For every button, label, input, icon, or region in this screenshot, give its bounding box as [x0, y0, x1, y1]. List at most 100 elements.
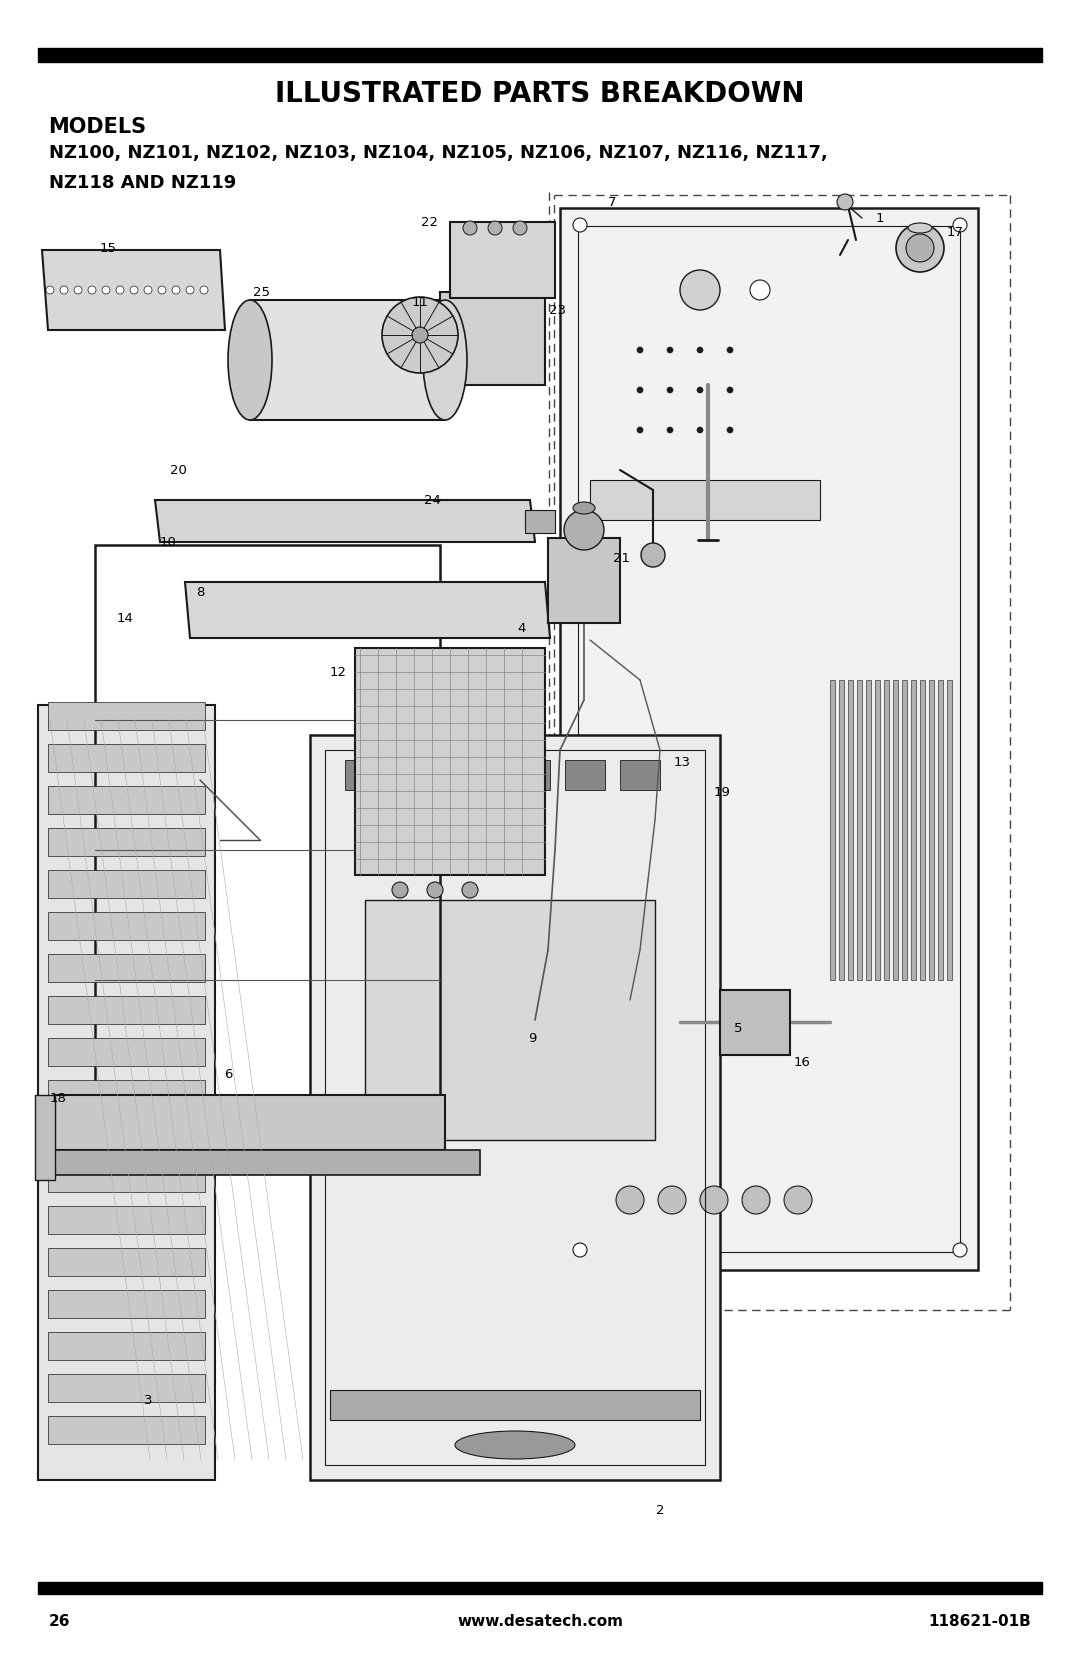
Polygon shape [48, 1374, 205, 1402]
Polygon shape [561, 209, 978, 1270]
Polygon shape [249, 300, 445, 421]
Polygon shape [548, 537, 620, 623]
Polygon shape [929, 679, 934, 980]
Text: 14: 14 [117, 611, 134, 624]
Text: 17: 17 [946, 225, 963, 239]
Text: NZ118 AND NZ119: NZ118 AND NZ119 [49, 174, 235, 192]
Polygon shape [156, 501, 535, 542]
Text: 26: 26 [49, 1614, 70, 1629]
Text: 118621-01B: 118621-01B [929, 1614, 1031, 1629]
Text: 20: 20 [170, 464, 187, 477]
Polygon shape [330, 1390, 700, 1420]
Polygon shape [48, 1080, 205, 1108]
Polygon shape [38, 704, 215, 1480]
Text: 9: 9 [528, 1031, 536, 1045]
Text: 22: 22 [421, 215, 438, 229]
Text: 4: 4 [517, 621, 526, 634]
Circle shape [116, 285, 124, 294]
Circle shape [200, 285, 208, 294]
Polygon shape [839, 679, 843, 980]
Circle shape [667, 387, 673, 392]
Circle shape [784, 1187, 812, 1213]
Polygon shape [310, 734, 720, 1480]
Circle shape [837, 194, 853, 210]
Circle shape [463, 220, 477, 235]
Text: 12: 12 [329, 666, 347, 679]
Text: 6: 6 [224, 1068, 232, 1082]
Circle shape [392, 881, 408, 898]
Polygon shape [48, 828, 205, 856]
Bar [38, 1582, 1042, 1594]
Circle shape [573, 1243, 588, 1257]
Text: NZ100, NZ101, NZ102, NZ103, NZ104, NZ105, NZ106, NZ107, NZ116, NZ117,: NZ100, NZ101, NZ102, NZ103, NZ104, NZ105… [49, 144, 827, 162]
Circle shape [382, 297, 458, 372]
Ellipse shape [573, 502, 595, 514]
Circle shape [158, 285, 166, 294]
Circle shape [637, 347, 643, 354]
Circle shape [130, 285, 138, 294]
Polygon shape [858, 679, 862, 980]
Text: ILLUSTRATED PARTS BREAKDOWN: ILLUSTRATED PARTS BREAKDOWN [275, 80, 805, 108]
Circle shape [750, 280, 770, 300]
Circle shape [186, 285, 194, 294]
Circle shape [75, 285, 82, 294]
Circle shape [513, 220, 527, 235]
Polygon shape [565, 759, 605, 789]
Text: 16: 16 [794, 1055, 810, 1068]
Polygon shape [939, 679, 943, 980]
Circle shape [667, 427, 673, 432]
Polygon shape [866, 679, 870, 980]
Circle shape [742, 1187, 770, 1213]
Polygon shape [893, 679, 897, 980]
Polygon shape [48, 870, 205, 898]
Polygon shape [48, 1163, 205, 1192]
Polygon shape [875, 679, 880, 980]
Polygon shape [720, 990, 789, 1055]
Text: 5: 5 [733, 1021, 742, 1035]
Text: 25: 25 [254, 285, 270, 299]
Circle shape [642, 542, 665, 567]
Polygon shape [48, 703, 205, 729]
Text: 7: 7 [608, 195, 617, 209]
Text: 3: 3 [144, 1394, 152, 1407]
Circle shape [680, 270, 720, 310]
Polygon shape [345, 759, 384, 789]
Polygon shape [510, 759, 550, 789]
Circle shape [573, 219, 588, 232]
Text: 15: 15 [99, 242, 117, 254]
Text: www.desatech.com: www.desatech.com [457, 1614, 623, 1629]
Polygon shape [55, 1150, 480, 1175]
Text: 1: 1 [876, 212, 885, 225]
Polygon shape [455, 759, 495, 789]
Polygon shape [48, 1122, 205, 1150]
Polygon shape [185, 582, 550, 638]
Circle shape [667, 347, 673, 354]
Circle shape [637, 387, 643, 392]
Circle shape [658, 1187, 686, 1213]
Circle shape [700, 1187, 728, 1213]
Ellipse shape [228, 300, 272, 421]
Polygon shape [48, 1248, 205, 1277]
Circle shape [462, 881, 478, 898]
Circle shape [953, 219, 967, 232]
Circle shape [697, 427, 703, 432]
Circle shape [60, 285, 68, 294]
Circle shape [953, 1243, 967, 1257]
Circle shape [616, 1187, 644, 1213]
Circle shape [46, 285, 54, 294]
Text: 21: 21 [613, 551, 631, 564]
Text: 13: 13 [674, 756, 690, 768]
Polygon shape [48, 955, 205, 981]
Bar [38, 48, 1042, 62]
Polygon shape [48, 1332, 205, 1360]
Polygon shape [920, 679, 924, 980]
Text: 24: 24 [423, 494, 441, 506]
Polygon shape [590, 481, 820, 521]
Polygon shape [48, 1415, 205, 1444]
Polygon shape [400, 759, 440, 789]
Polygon shape [947, 679, 951, 980]
Polygon shape [48, 911, 205, 940]
Text: 10: 10 [160, 536, 176, 549]
Text: 8: 8 [195, 586, 204, 599]
Text: 11: 11 [411, 295, 429, 309]
